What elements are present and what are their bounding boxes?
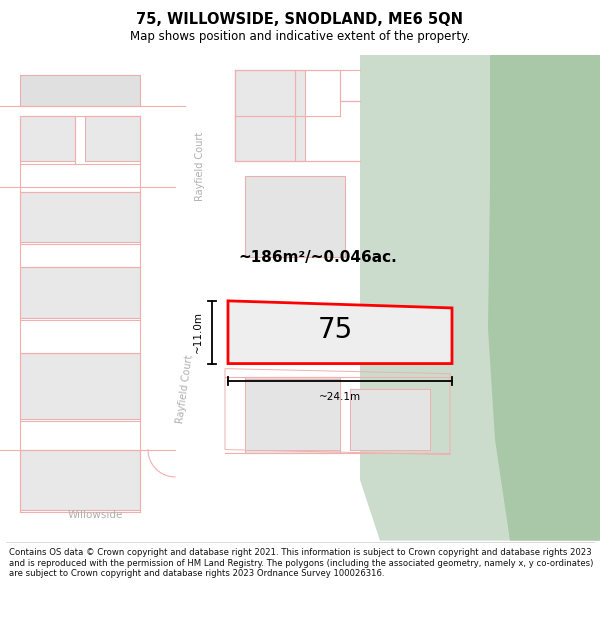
Bar <box>245 176 345 258</box>
Bar <box>20 116 75 161</box>
Bar <box>85 116 140 161</box>
Text: Rayfield Court: Rayfield Court <box>195 132 205 201</box>
Polygon shape <box>488 55 600 541</box>
Text: 75, WILLOWSIDE, SNODLAND, ME6 5QN: 75, WILLOWSIDE, SNODLAND, ME6 5QN <box>137 12 464 27</box>
Text: 75: 75 <box>317 316 353 344</box>
Bar <box>20 268 140 318</box>
Bar <box>350 389 430 449</box>
Text: ~186m²/~0.046ac.: ~186m²/~0.046ac. <box>239 250 397 265</box>
Bar <box>20 192 140 242</box>
Polygon shape <box>228 301 452 364</box>
Bar <box>235 70 305 161</box>
Bar <box>20 449 140 510</box>
Text: ~11.0m: ~11.0m <box>193 311 203 353</box>
Bar <box>20 354 140 419</box>
Polygon shape <box>148 55 222 541</box>
Text: Map shows position and indicative extent of the property.: Map shows position and indicative extent… <box>130 30 470 43</box>
Polygon shape <box>0 55 360 541</box>
Polygon shape <box>345 55 600 541</box>
Text: Willowside: Willowside <box>67 511 122 521</box>
Polygon shape <box>350 389 430 449</box>
Text: Contains OS data © Crown copyright and database right 2021. This information is : Contains OS data © Crown copyright and d… <box>9 548 593 578</box>
Polygon shape <box>245 379 340 449</box>
Bar <box>20 75 140 106</box>
Bar <box>245 377 340 452</box>
Text: Rayfield Court: Rayfield Court <box>175 354 195 424</box>
Text: ~24.1m: ~24.1m <box>319 392 361 402</box>
